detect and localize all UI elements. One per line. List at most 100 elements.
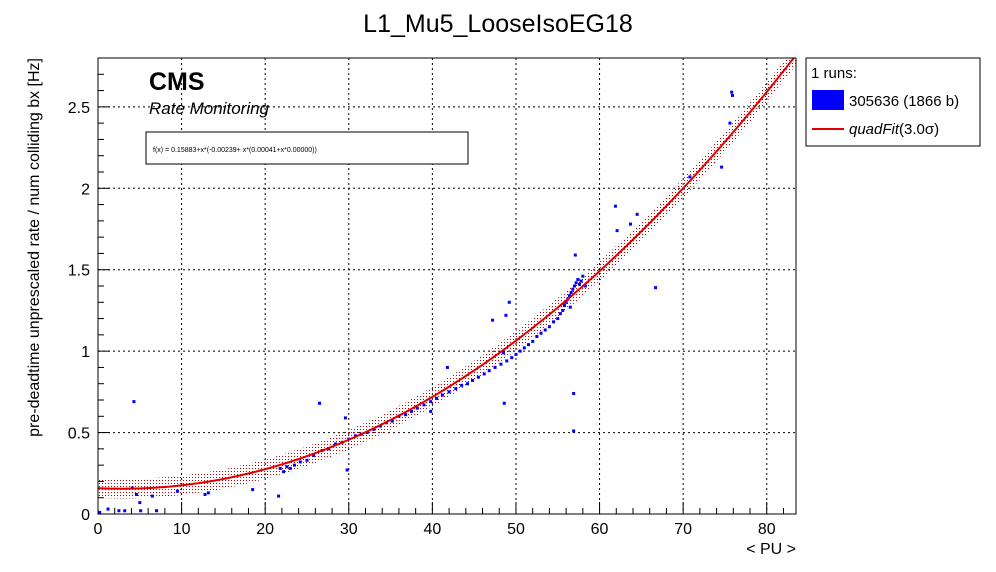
data-point [507, 300, 511, 304]
data-point [206, 491, 210, 495]
data-point [203, 492, 207, 496]
data-point [572, 391, 576, 395]
data-point [539, 331, 543, 335]
data-point [292, 463, 296, 467]
data-point [547, 325, 551, 329]
data-point [251, 488, 255, 492]
data-point [404, 413, 408, 417]
data-point [155, 509, 159, 513]
data-point [628, 222, 632, 226]
data-point [429, 400, 433, 404]
data-point [583, 284, 587, 288]
data-point [117, 509, 121, 513]
data-point [487, 369, 491, 373]
data-point [574, 281, 578, 285]
data-point [282, 470, 286, 474]
data-point [460, 383, 464, 387]
data-point [298, 460, 302, 464]
data-point [501, 351, 505, 355]
data-point [440, 393, 444, 397]
x-tick-label: 40 [423, 521, 441, 538]
data-point [562, 304, 566, 308]
data-point [98, 510, 102, 514]
data-point [422, 403, 426, 407]
data-point [720, 165, 724, 169]
data-point [318, 401, 322, 405]
y-tick-label: 2.5 [68, 100, 90, 117]
fit-curve [98, 58, 795, 490]
x-tick-label: 10 [173, 521, 191, 538]
data-point [435, 396, 439, 400]
data-point [138, 501, 142, 505]
data-point [305, 458, 309, 462]
data-point [139, 509, 143, 513]
data-point [568, 305, 572, 309]
x-tick-label: 50 [507, 521, 525, 538]
y-axis-label: pre-deadtime unprescaled rate / num coll… [26, 58, 43, 437]
data-point [567, 294, 571, 298]
data-point [333, 442, 337, 446]
data-point [345, 468, 349, 472]
data-point [491, 318, 495, 322]
data-point [312, 453, 316, 457]
data-point [558, 312, 562, 316]
fit-curve-group [98, 58, 795, 490]
fit-formula-box [145, 131, 469, 165]
data-point [134, 492, 138, 496]
x-tick-label: 80 [758, 521, 776, 538]
data-point [150, 494, 154, 498]
data-point [518, 349, 522, 353]
x-tick-label: 70 [674, 521, 692, 538]
data-point [728, 121, 732, 125]
data-point [654, 286, 658, 290]
data-point [132, 400, 136, 404]
data-point [277, 494, 281, 498]
x-tick-label: 30 [340, 521, 358, 538]
data-point [465, 382, 469, 386]
data-point [571, 287, 575, 291]
y-tick-label: 1.5 [68, 263, 90, 280]
data-point [569, 291, 573, 295]
data-point [561, 308, 565, 312]
x-tick-label: 0 [94, 521, 103, 538]
data-point [730, 93, 734, 97]
cms-label: CMS [149, 68, 205, 96]
data-point [285, 465, 289, 469]
data-point [635, 212, 639, 216]
data-point [278, 466, 282, 470]
data-point [552, 320, 556, 324]
data-point [123, 509, 127, 513]
cms-sublabel: Rate Monitoring [149, 99, 270, 118]
data-point [288, 466, 292, 470]
data-point [510, 356, 514, 360]
x-axis-label: < PU > [746, 541, 796, 558]
legend-label-series: 305636 (1866 b) [849, 93, 959, 110]
legend-label-fit-suffix: (3.0σ) [899, 121, 939, 138]
data-point [390, 419, 394, 423]
data-point [581, 274, 585, 278]
data-point [409, 409, 413, 413]
data-point [502, 401, 506, 405]
data-point [493, 365, 497, 369]
data-point [415, 406, 419, 410]
y-axis-ticks: 0 0.5 1 1.5 2 2.5 [68, 57, 110, 524]
y-tick-label: 1 [81, 344, 90, 361]
data-point [576, 277, 580, 281]
data-point [543, 328, 547, 332]
data-point [572, 429, 576, 433]
data-point [429, 409, 433, 413]
y-tick-label: 0.5 [68, 426, 90, 443]
data-point [535, 334, 539, 338]
data-point [454, 387, 458, 391]
data-point [527, 343, 530, 347]
legend: 1 runs: 305636 (1866 b) quadFit(3.0σ) [805, 57, 981, 147]
data-point [471, 378, 474, 382]
legend-label-fit: quadFit(3.0σ) [849, 121, 939, 138]
chart-title: L1_Mu5_LooseIsoEG18 [363, 10, 633, 38]
data-point [688, 175, 692, 179]
data-point [499, 362, 503, 366]
data-point [343, 416, 347, 420]
fit-formula-text: f(x) = 0.15883+x*(-0.00239+ x*(0.00041+x… [153, 147, 317, 154]
data-point [447, 390, 451, 394]
